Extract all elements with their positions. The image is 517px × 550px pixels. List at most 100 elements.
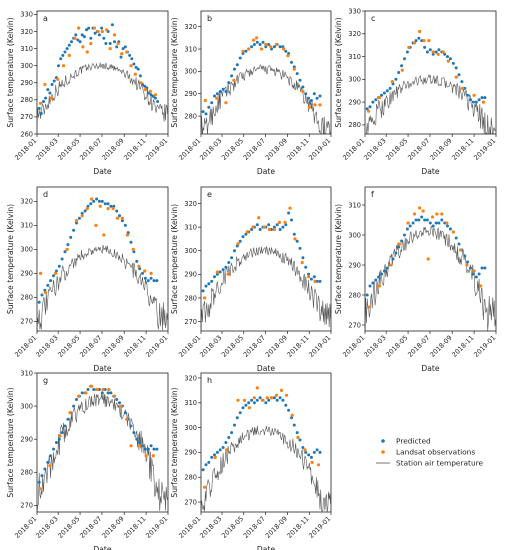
predicted-point	[112, 204, 116, 208]
y-tick-label: 310	[184, 45, 197, 53]
plot-area-frame	[200, 186, 332, 332]
x-tick-label: 2018-01	[13, 334, 38, 359]
landsat-point	[367, 305, 371, 309]
landsat-point	[412, 41, 417, 45]
predicted-point	[446, 55, 449, 59]
predicted-point	[132, 250, 136, 254]
y-tick-label: 300	[348, 76, 361, 84]
predicted-point	[52, 79, 56, 83]
predicted-point	[425, 218, 429, 222]
predicted-point	[230, 74, 234, 78]
predicted-point	[80, 391, 84, 395]
predicted-point	[134, 65, 138, 69]
predicted-point	[448, 227, 452, 231]
predicted-point	[50, 83, 54, 86]
predicted-point	[136, 67, 140, 71]
predicted-point	[298, 438, 302, 442]
plot-area-frame	[364, 10, 497, 135]
station-air-temperature-line	[201, 246, 331, 329]
y-tick-label: 290	[348, 261, 361, 269]
predicted-point	[82, 35, 86, 39]
x-tick-label: 2018-07	[242, 515, 267, 540]
predicted-point	[46, 460, 50, 464]
x-axis-label: Date	[93, 545, 111, 550]
predicted-point	[66, 243, 70, 247]
legend-label: Predicted	[396, 437, 431, 446]
x-axis-label: Date	[93, 167, 111, 176]
predicted-point	[233, 67, 236, 71]
predicted-point	[374, 278, 378, 282]
predicted-point	[414, 39, 418, 43]
predicted-point	[258, 396, 262, 400]
predicted-point	[135, 437, 139, 441]
panel-label: h	[207, 376, 212, 385]
predicted-point	[312, 92, 316, 96]
predicted-point	[267, 223, 271, 227]
landsat-point	[54, 271, 58, 275]
predicted-point	[434, 50, 438, 54]
landsat-point	[139, 81, 143, 85]
y-tick-label: 300	[20, 402, 33, 410]
landsat-point	[242, 398, 247, 402]
landsat-point	[108, 47, 112, 51]
x-axis-label: Date	[257, 364, 275, 373]
predicted-point	[477, 272, 481, 276]
landsat-point	[412, 212, 417, 216]
predicted-point	[267, 43, 271, 46]
x-tick-label: 2018-11	[286, 137, 311, 162]
landsat-point	[307, 275, 311, 279]
predicted-point	[457, 73, 461, 77]
x-tick-label: 2018-03	[34, 137, 59, 162]
predicted-point	[39, 112, 43, 115]
predicted-point	[318, 279, 322, 283]
predicted-point	[238, 239, 242, 243]
station-air-temperature-line	[201, 425, 331, 512]
predicted-point	[74, 33, 78, 37]
predicted-point	[115, 209, 119, 213]
predicted-point	[304, 450, 308, 454]
x-tick-label: 2018-09	[264, 515, 289, 540]
landsat-point	[377, 96, 381, 100]
landsat-point	[316, 463, 321, 467]
landsat-point	[43, 82, 47, 87]
landsat-point	[89, 41, 93, 46]
landsat-point	[215, 96, 219, 100]
y-tick-label: 300	[184, 424, 197, 432]
y-tick-label: 270	[348, 321, 361, 329]
landsat-point	[226, 272, 230, 276]
predicted-point	[86, 388, 90, 391]
predicted-point	[132, 431, 136, 435]
predicted-point	[123, 223, 127, 227]
predicted-point	[451, 61, 455, 65]
predicted-point	[423, 218, 427, 222]
x-tick-label: 2018-03	[362, 334, 387, 359]
landsat-point	[203, 485, 207, 489]
landsat-point	[48, 464, 52, 468]
landsat-point	[269, 396, 274, 400]
landsat-point	[293, 237, 297, 241]
y-tick-label: 300	[184, 68, 197, 76]
landsat-point	[260, 398, 264, 402]
x-tick-label: 2018-01	[177, 137, 202, 162]
predicted-point	[227, 436, 231, 439]
landsat-point	[300, 260, 304, 265]
predicted-point	[153, 96, 157, 100]
x-tick-label: 2018-09	[100, 334, 125, 359]
landsat-point	[90, 384, 94, 388]
predicted-point	[97, 199, 101, 203]
predicted-point	[224, 441, 228, 444]
landsat-point	[112, 33, 117, 37]
y-tick-label: 270	[20, 502, 33, 510]
predicted-point	[102, 36, 106, 40]
landsat-point	[101, 387, 105, 392]
predicted-point	[474, 275, 478, 279]
landsat-point	[77, 26, 81, 30]
predicted-point	[230, 431, 234, 435]
y-tick-label: 270	[20, 318, 33, 326]
landsat-point	[418, 29, 422, 34]
predicted-point	[113, 40, 116, 44]
y-tick-label: 290	[184, 449, 197, 457]
landsat-point	[282, 47, 286, 51]
x-tick-label: 2018-05	[56, 334, 81, 359]
predicted-point	[204, 284, 208, 288]
